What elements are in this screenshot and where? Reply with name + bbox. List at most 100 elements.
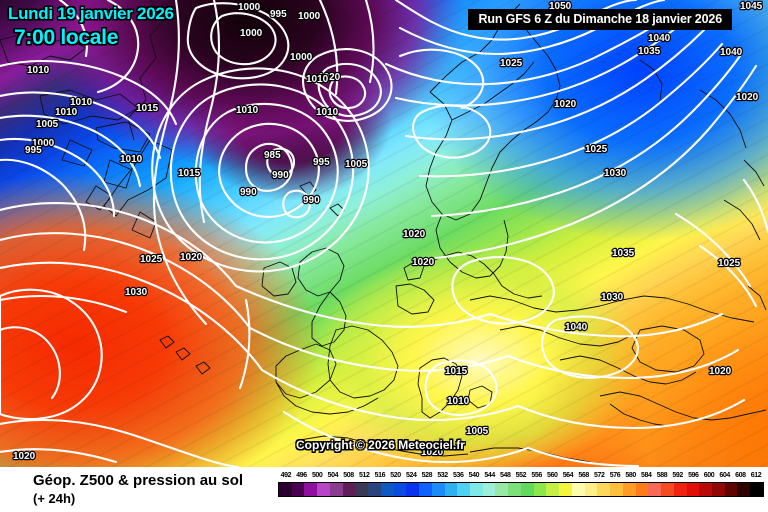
isobar-label: 1020 <box>412 257 435 268</box>
model-run-banner: Run GFS 6 Z du Dimanche 18 janvier 2026 <box>468 9 732 30</box>
color-scale-swatch[interactable] <box>317 483 330 496</box>
isobar-label: 1020 <box>403 229 426 240</box>
color-scale-tick: 576 <box>609 472 621 479</box>
isobar-label: 985 <box>264 150 281 161</box>
isobar-label: 1020 <box>180 252 203 263</box>
color-scale-tick: 544 <box>484 472 495 479</box>
isobar-label: 1020 <box>318 72 341 83</box>
color-scale-swatch[interactable] <box>482 483 496 496</box>
color-scale-swatch[interactable] <box>470 483 483 496</box>
color-scale-swatch[interactable] <box>622 483 636 496</box>
isobar-label: 1000 <box>240 28 263 39</box>
color-scale-swatch[interactable] <box>648 483 662 496</box>
isobar-label: 995 <box>313 157 330 168</box>
color-scale-swatch[interactable] <box>571 483 585 496</box>
color-scale-swatch[interactable] <box>597 483 611 496</box>
isobar-label: 1020 <box>709 366 732 377</box>
color-scale-swatch[interactable] <box>444 483 458 496</box>
color-scale-swatch[interactable] <box>368 483 381 496</box>
color-scale-tick: 592 <box>672 472 683 479</box>
isobar-label: 1045 <box>740 1 763 12</box>
color-scale-tick: 508 <box>343 472 354 479</box>
color-scale-swatch[interactable] <box>546 483 560 496</box>
isobar-label: 1015 <box>445 366 468 377</box>
color-scale-swatch[interactable] <box>610 483 623 496</box>
geopotential-color-fill <box>0 0 768 467</box>
color-scale-tick: 608 <box>735 472 746 479</box>
color-scale-swatch[interactable] <box>495 483 509 496</box>
color-scale-swatch[interactable] <box>279 483 292 496</box>
isobar-label: 995 <box>25 145 42 156</box>
isobar-label: 1000 <box>290 52 313 63</box>
color-scale-swatch[interactable] <box>380 483 394 496</box>
color-scale-swatch[interactable] <box>559 483 572 496</box>
isobar-label: 1025 <box>585 144 608 155</box>
isobar-label: 1000 <box>238 2 261 13</box>
color-scale-tick: 520 <box>390 472 401 479</box>
isobar-label: 990 <box>272 170 289 181</box>
color-scale-swatch[interactable] <box>661 483 674 496</box>
isobar-label: 1030 <box>125 287 148 298</box>
isobar-label: 1035 <box>612 248 635 259</box>
isobar-label: 1025 <box>500 58 523 69</box>
color-scale-tick: 596 <box>688 472 699 479</box>
color-scale-swatch[interactable] <box>406 483 420 496</box>
isobar-label: 1020 <box>421 447 444 458</box>
color-scale-bar[interactable] <box>278 482 764 497</box>
isobar-label: 995 <box>270 9 287 20</box>
color-scale-swatch[interactable] <box>342 483 356 496</box>
color-scale-swatch[interactable] <box>355 483 369 496</box>
color-scale-swatch[interactable] <box>393 483 407 496</box>
color-scale-swatch[interactable] <box>711 483 725 496</box>
map-canvas[interactable]: 1010 1010 1010 1005 1000 995 1015 1015 1000 1000 9… <box>0 0 768 467</box>
color-scale-swatch[interactable] <box>419 483 432 496</box>
color-scale-tick: 556 <box>531 472 542 479</box>
color-scale-swatch[interactable] <box>737 483 751 496</box>
color-scale-tick: 516 <box>374 472 386 479</box>
isobar-label: 1010 <box>306 74 329 85</box>
color-scale-swatch[interactable] <box>686 483 700 496</box>
color-scale-tick: 584 <box>641 472 652 479</box>
color-scale-swatch[interactable] <box>457 483 471 496</box>
isobar-label: 1005 <box>466 426 489 437</box>
color-scale-swatch[interactable] <box>724 483 738 496</box>
color-scale-swatch[interactable] <box>750 483 763 496</box>
isobar-label: 1040 <box>565 322 588 333</box>
isobar-label: 1030 <box>601 292 624 303</box>
isobar-label: 1005 <box>36 119 59 130</box>
isobar-label: 1010 <box>316 107 339 118</box>
isobar-label: 1010 <box>55 107 78 118</box>
color-scale-tick: 504 <box>327 472 339 479</box>
legend-description: Géop. Z500 & pression au sol (+ 24h) <box>33 472 243 506</box>
copyright-notice: Copyright © 2026 Meteociel.fr <box>296 438 465 452</box>
isobar-label: 990 <box>303 195 320 206</box>
coastlines-layer <box>0 0 767 463</box>
color-scale-swatch[interactable] <box>584 483 598 496</box>
color-scale-tick: 612 <box>750 472 762 479</box>
color-scale-swatch[interactable] <box>520 483 534 496</box>
isobar-label: 1015 <box>178 168 201 179</box>
color-scale-swatch[interactable] <box>673 483 687 496</box>
legend-title: Géop. Z500 & pression au sol <box>33 472 244 489</box>
color-scale-swatch[interactable] <box>699 483 712 496</box>
isobar-label: 1020 <box>13 451 36 462</box>
color-scale-swatch[interactable] <box>635 483 649 496</box>
isobar-label: 1030 <box>604 168 627 179</box>
color-scale-swatch[interactable] <box>304 483 318 496</box>
color-scale-swatch[interactable] <box>533 483 547 496</box>
color-scale-tick: 604 <box>719 472 730 479</box>
color-scale-tick: 552 <box>515 472 527 479</box>
isobar-label: 1010 <box>27 65 50 76</box>
color-scale-swatch[interactable] <box>508 483 521 496</box>
color-scale[interactable]: 492 496 500 504 508 512 516 520 524 528 532 536 540 5… <box>278 470 764 497</box>
legend-lead-time: (+ 24h) <box>33 491 76 506</box>
color-scale-tick: 548 <box>500 472 511 479</box>
color-scale-swatch[interactable] <box>431 483 445 496</box>
color-scale-swatch[interactable] <box>329 483 343 496</box>
contour-banding-overlay <box>0 0 768 467</box>
color-scale-tick: 540 <box>468 472 480 479</box>
isobar-label: 1000 <box>298 11 321 22</box>
color-scale-swatch[interactable] <box>291 483 305 496</box>
isobar-label: 1020 <box>554 99 577 110</box>
color-scale-tick: 580 <box>625 472 636 479</box>
